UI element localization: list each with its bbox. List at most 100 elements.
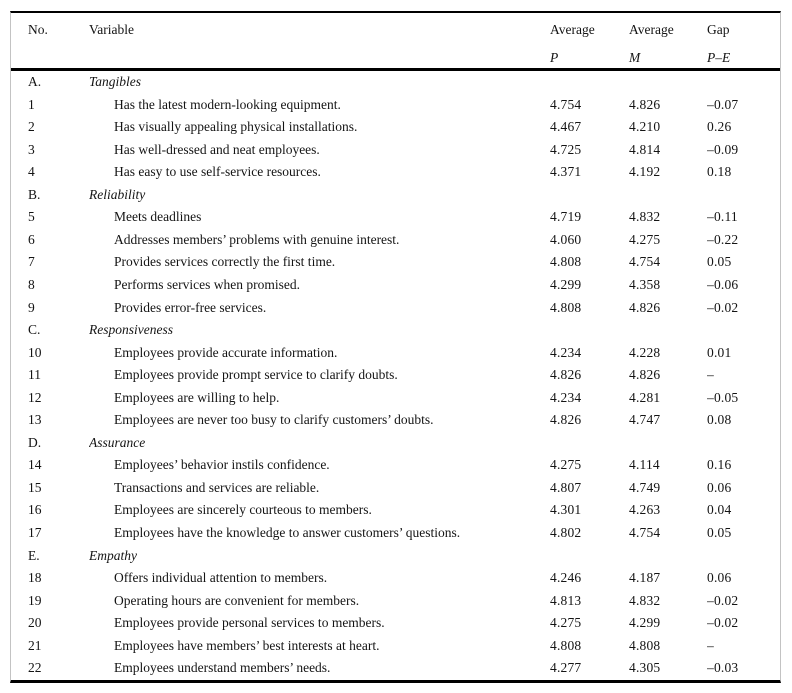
row-variable: Employees provide prompt service to clar…	[114, 367, 398, 383]
table-row: 1 Has the latest modern-looking equipmen…	[11, 94, 780, 117]
row-gap: 0.05	[707, 254, 732, 270]
row-average-m: 4.299	[629, 615, 661, 631]
row-gap: –0.09	[707, 141, 739, 157]
row-variable: Employees have members’ best interests a…	[114, 637, 380, 653]
column-header-no-label: No.	[28, 22, 48, 37]
section-letter: C.	[28, 322, 41, 338]
row-average-p: 4.808	[550, 299, 582, 315]
table-row: 13 Employees are never too busy to clari…	[11, 409, 780, 432]
row-average-p: 4.808	[550, 254, 582, 270]
row-number: 4	[28, 164, 35, 180]
header-row: No. Variable Average P Average M Gap P–E	[11, 13, 780, 71]
row-number: 5	[28, 209, 35, 225]
average-m-symbol: M	[629, 50, 641, 65]
row-average-p: 4.275	[550, 457, 582, 473]
row-gap: –	[707, 637, 714, 653]
column-header-no: No.	[11, 13, 89, 71]
row-average-m: 4.754	[629, 254, 661, 270]
row-average-p: 4.234	[550, 344, 582, 360]
column-header-average-p: Average P	[550, 13, 629, 71]
row-average-p: 4.808	[550, 637, 582, 653]
row-number: 11	[28, 367, 41, 383]
section-row: E. Empathy	[11, 545, 780, 568]
row-average-p: 4.807	[550, 479, 582, 495]
table-row: 5 Meets deadlines 4.719 4.832 –0.11	[11, 206, 780, 229]
table-row: 4 Has easy to use self-service resources…	[11, 161, 780, 184]
section-letter: B.	[28, 186, 41, 202]
table-row: 20 Employees provide personal services t…	[11, 612, 780, 635]
row-gap: –0.03	[707, 660, 739, 676]
row-gap: 0.26	[707, 119, 732, 135]
row-gap: –0.11	[707, 209, 738, 225]
row-average-p: 4.234	[550, 389, 582, 405]
row-average-m: 4.192	[629, 164, 661, 180]
average-p-symbol: P	[550, 50, 559, 65]
row-gap: 0.01	[707, 344, 732, 360]
row-variable: Employees are never too busy to clarify …	[114, 412, 434, 428]
row-number: 8	[28, 277, 35, 292]
row-variable: Employees provide accurate information.	[114, 344, 338, 360]
section-letter: E.	[28, 547, 40, 563]
row-number: 2	[28, 119, 35, 135]
table-row: 2 Has visually appealing physical instal…	[11, 116, 780, 139]
table-header: No. Variable Average P Average M Gap P–E	[11, 13, 780, 71]
row-gap: 0.06	[707, 479, 732, 495]
section-name: Responsiveness	[89, 322, 173, 338]
row-gap: –0.22	[707, 231, 739, 247]
row-average-p: 4.826	[550, 412, 582, 428]
row-average-p: 4.754	[550, 96, 582, 112]
row-average-m: 4.228	[629, 344, 661, 360]
row-number: 10	[28, 344, 42, 360]
row-number: 13	[28, 412, 42, 428]
row-variable: Performs services when promised.	[114, 277, 300, 292]
row-average-m: 4.305	[629, 660, 661, 676]
row-gap: –0.05	[707, 389, 739, 405]
row-number: 1	[28, 96, 35, 112]
row-variable: Provides services correctly the first ti…	[114, 254, 336, 270]
row-number: 15	[28, 479, 42, 495]
row-gap: –0.06	[707, 277, 739, 292]
paper-table-frame: No. Variable Average P Average M Gap P–E	[10, 11, 781, 683]
row-average-m: 4.749	[629, 479, 661, 495]
section-name: Empathy	[89, 547, 137, 563]
row-average-m: 4.263	[629, 502, 661, 518]
row-gap: 0.04	[707, 502, 732, 518]
table-row: 11 Employees provide prompt service to c…	[11, 364, 780, 387]
row-gap: 0.16	[707, 457, 732, 473]
table-row: 12 Employees are willing to help. 4.234 …	[11, 387, 780, 410]
row-average-m: 4.832	[629, 592, 661, 608]
row-number: 22	[28, 660, 42, 676]
table-row: 6 Addresses members’ problems with genui…	[11, 229, 780, 252]
row-variable: Provides error-free services.	[114, 299, 267, 315]
average-m-label: Average	[629, 22, 674, 37]
column-header-variable-label: Variable	[89, 22, 134, 37]
table-row: 3 Has well-dressed and neat employees. 4…	[11, 139, 780, 162]
row-gap: –0.02	[707, 592, 739, 608]
row-average-m: 4.358	[629, 277, 661, 292]
gap-symbol: P–E	[707, 50, 731, 65]
row-variable: Meets deadlines	[114, 209, 202, 225]
row-average-p: 4.467	[550, 119, 582, 135]
row-variable: Offers individual attention to members.	[114, 570, 328, 586]
row-average-m: 4.114	[629, 457, 660, 473]
row-number: 21	[28, 637, 42, 653]
row-variable: Employees understand members’ needs.	[114, 660, 331, 676]
table-row: 18 Offers individual attention to member…	[11, 567, 780, 590]
row-number: 17	[28, 525, 42, 541]
row-gap: –	[707, 367, 714, 383]
gap-label: Gap	[707, 22, 730, 37]
row-number: 19	[28, 592, 42, 608]
row-average-m: 4.187	[629, 570, 661, 586]
row-gap: 0.18	[707, 164, 732, 180]
section-name: Tangibles	[89, 74, 142, 90]
row-average-m: 4.826	[629, 367, 661, 383]
section-row: B. Reliability	[11, 184, 780, 207]
row-average-p: 4.826	[550, 367, 582, 383]
row-number: 12	[28, 389, 42, 405]
row-average-m: 4.281	[629, 389, 661, 405]
row-number: 3	[28, 141, 35, 157]
row-gap: –0.07	[707, 96, 739, 112]
section-name: Reliability	[89, 186, 146, 202]
table-row: 7 Provides services correctly the first …	[11, 251, 780, 274]
column-header-variable: Variable	[89, 13, 550, 71]
